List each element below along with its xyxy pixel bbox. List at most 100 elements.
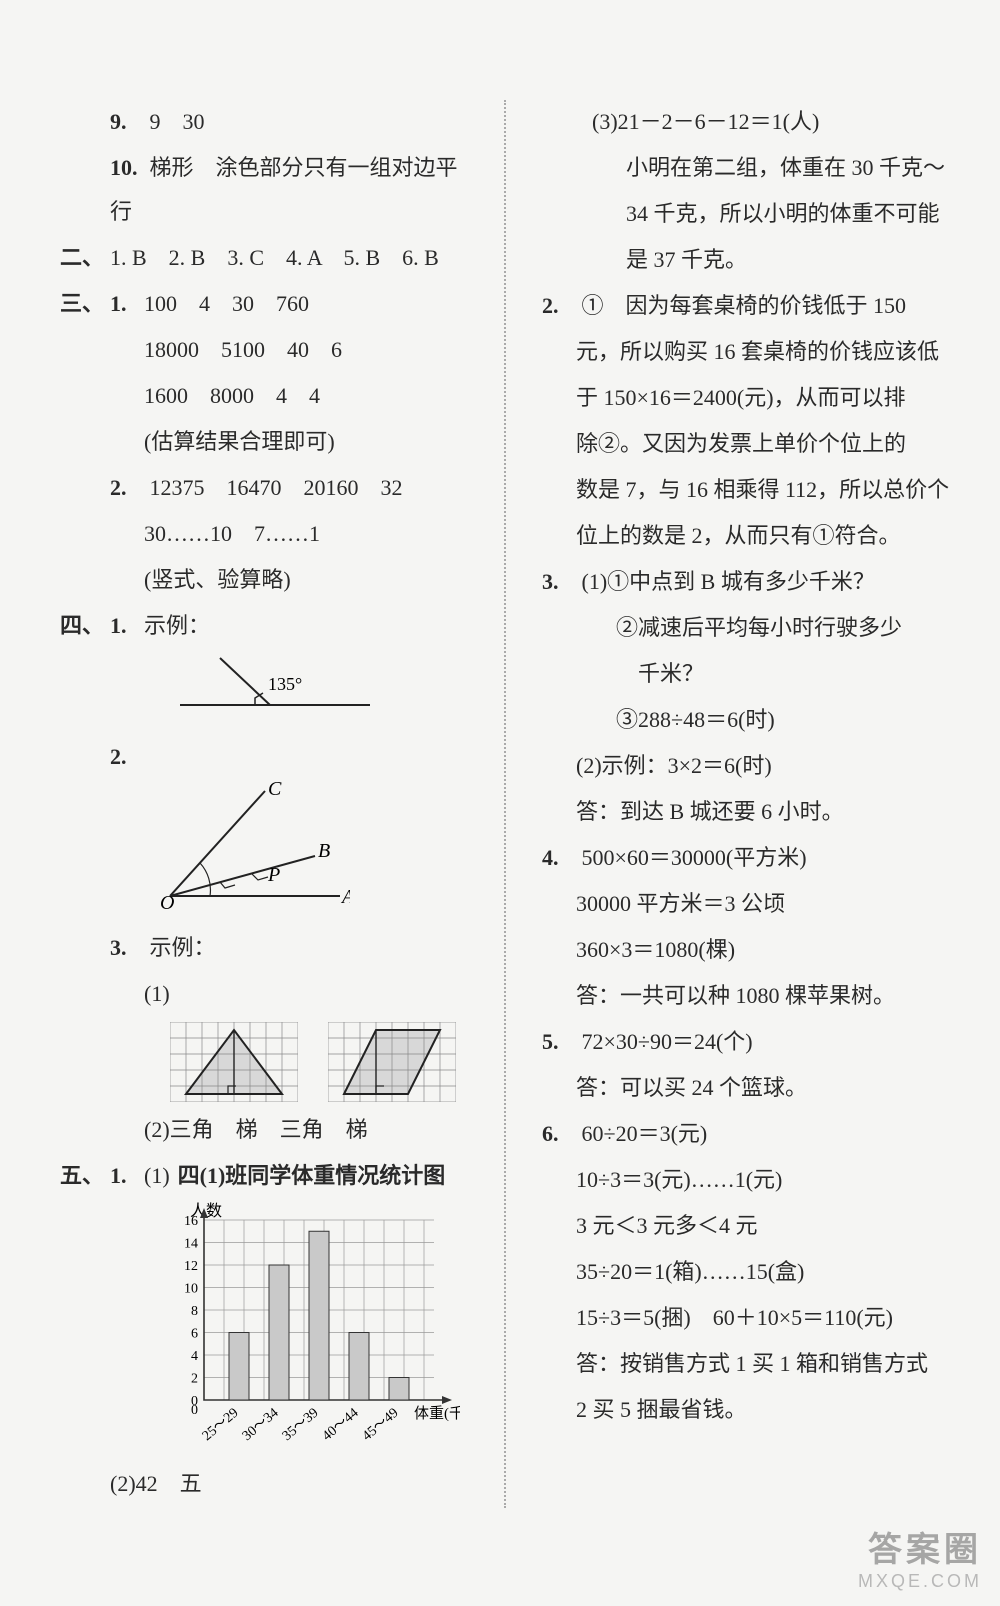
grid-shapes: [170, 1022, 478, 1102]
section-4-1: 四、 1. 示例：: [60, 604, 478, 648]
sec3-p2num: 2.: [110, 466, 144, 510]
r3a: (1)①中点到 B 城有多少千米？: [582, 569, 875, 594]
r4d: 答：一共可以种 1080 棵苹果树。: [542, 974, 960, 1018]
sec5-label: 五、: [60, 1154, 110, 1198]
r4num: 4.: [542, 836, 576, 880]
sec3-p1a: 100 4 30 760: [144, 282, 309, 326]
watermark: 答案圈 MXQE.COM: [858, 1522, 982, 1592]
svg-text:体重(千克): 体重(千克): [414, 1405, 460, 1422]
grid-parallelogram: [328, 1022, 456, 1102]
item-9: 9. 9 30: [60, 100, 478, 144]
svg-text:35～39: 35～39: [280, 1406, 322, 1444]
sec3-p1c: 1600 8000 4 4: [60, 374, 478, 418]
section-3-1: 三、 1. 100 4 30 760: [60, 282, 478, 326]
r2d: 除②。又因为发票上单价个位上的: [542, 422, 960, 466]
section-2: 二、 1. B 2. B 3. C 4. A 5. B 6. B: [60, 236, 478, 280]
sec4-3: 3. 示例：: [60, 926, 478, 970]
r6g: 2 买 5 捆最省钱。: [542, 1388, 960, 1432]
sec4-p2num: 2.: [110, 735, 144, 779]
r4c: 360×3＝1080(棵): [542, 928, 960, 972]
r4a: 500×60＝30000(平方米): [582, 845, 807, 870]
angle-135-figure: 135°: [160, 650, 380, 720]
text-10: 梯形 涂色部分只有一组对边平行: [110, 155, 458, 224]
svg-text:45～49: 45～49: [360, 1406, 402, 1444]
rays-figure: O A B C P: [150, 781, 350, 911]
r5a: 72×30÷90＝24(个): [582, 1029, 753, 1054]
svg-text:14: 14: [184, 1237, 198, 1252]
r6b: 10÷3＝3(元)……1(元): [542, 1158, 960, 1202]
ray-C: C: [268, 781, 282, 800]
svg-text:25～29: 25～29: [200, 1406, 242, 1444]
r3: 3. (1)①中点到 B 城有多少千米？: [542, 560, 960, 604]
sec5-p1-2: (2)42 五: [60, 1462, 478, 1506]
sec4-p3-2: (2)三角 梯 三角 梯: [60, 1108, 478, 1152]
ray-A: A: [340, 886, 350, 908]
angle-135-label: 135°: [268, 674, 302, 694]
r4: 4. 500×60＝30000(平方米): [542, 836, 960, 880]
watermark-line1: 答案圈: [858, 1522, 982, 1571]
sec5-p1num: 1.: [110, 1154, 144, 1198]
r2c: 于 150×16＝2400(元)，从而可以排: [542, 376, 960, 420]
sec4-label: 四、: [60, 604, 110, 648]
r2: 2. ① 因为每套桌椅的价钱低于 150: [542, 284, 960, 328]
r6num: 6.: [542, 1112, 576, 1156]
svg-text:12: 12: [184, 1259, 198, 1274]
svg-text:8: 8: [191, 1304, 198, 1319]
r1d: 是 37 千克。: [542, 238, 960, 282]
svg-text:0: 0: [191, 1403, 198, 1418]
sec2-label: 二、: [60, 236, 110, 280]
r6f: 答：按销售方式 1 买 1 箱和销售方式: [542, 1342, 960, 1386]
r3num: 3.: [542, 560, 576, 604]
r3e: (2)示例：3×2＝6(时): [542, 744, 960, 788]
num-9: 9.: [110, 100, 144, 144]
sec4-p3num: 3.: [110, 926, 144, 970]
svg-text:16: 16: [184, 1214, 198, 1229]
svg-text:10: 10: [184, 1282, 198, 1297]
r3b: ②减速后平均每小时行驶多少: [542, 606, 960, 650]
r2f: 位上的数是 2，从而只有①符合。: [542, 514, 960, 558]
ray-P: P: [267, 864, 280, 886]
sec4-2: 2.: [60, 735, 478, 779]
text-9: 9 30: [150, 109, 205, 134]
r2num: 2.: [542, 284, 576, 328]
sec3-p1b: 18000 5100 40 6: [60, 328, 478, 372]
r3c: 千米？: [542, 652, 960, 696]
r5b: 答：可以买 24 个篮球。: [542, 1066, 960, 1110]
bar-chart: 人数024681012141625～2930～3435～3940～4445～49…: [160, 1202, 478, 1462]
r4b: 30000 平方米＝3 公顷: [542, 882, 960, 926]
sec3-p1d: (估算结果合理即可): [60, 420, 478, 464]
svg-text:6: 6: [191, 1327, 198, 1342]
svg-text:2: 2: [191, 1372, 198, 1387]
item-10: 10. 梯形 涂色部分只有一组对边平行: [60, 146, 478, 234]
r6a: 60÷20＝3(元): [582, 1121, 708, 1146]
left-column: 9. 9 30 10. 梯形 涂色部分只有一组对边平行 二、 1. B 2. B…: [40, 100, 478, 1508]
sec3-p1num: 1.: [110, 282, 144, 326]
chart-title-inline: 四(1)班同学体重情况统计图: [178, 1154, 446, 1198]
right-column: (3)21－2－6－12＝1(人) 小明在第二组，体重在 30 千克～ 34 千…: [532, 100, 960, 1508]
r5num: 5.: [542, 1020, 576, 1064]
r3f: 答：到达 B 城还要 6 小时。: [542, 790, 960, 834]
svg-text:30～34: 30～34: [240, 1406, 282, 1444]
r1c: 34 千克，所以小明的体重不可能: [542, 192, 960, 236]
svg-text:4: 4: [191, 1349, 198, 1364]
r6: 6. 60÷20＝3(元): [542, 1112, 960, 1156]
r1a: (3)21－2－6－12＝1(人): [542, 100, 960, 144]
sec4-p3-1: (1): [60, 972, 478, 1016]
sec3-label: 三、: [60, 282, 110, 326]
r6c: 3 元＜3 元多＜4 元: [542, 1204, 960, 1248]
r3d: ③288÷48＝6(时): [542, 698, 960, 742]
grid-triangle: [170, 1022, 298, 1102]
r6d: 35÷20＝1(箱)……15(盒): [542, 1250, 960, 1294]
page: 9. 9 30 10. 梯形 涂色部分只有一组对边平行 二、 1. B 2. B…: [0, 0, 1000, 1568]
sec4-p3: 示例：: [150, 935, 216, 960]
sec3-p2c: (竖式、验算略): [60, 558, 478, 602]
column-divider: [504, 100, 506, 1508]
sec4-p1num: 1.: [110, 604, 144, 648]
r6e: 15÷3＝5(捆) 60＋10×5＝110(元): [542, 1296, 960, 1340]
r2e: 数是 7，与 16 相乘得 112，所以总价个: [542, 468, 960, 512]
sec2-items: 1. B 2. B 3. C 4. A 5. B 6. B: [110, 236, 439, 280]
ray-O: O: [160, 892, 174, 911]
r2b: 元，所以购买 16 套桌椅的价钱应该低: [542, 330, 960, 374]
ray-B: B: [318, 840, 330, 862]
section-5-1: 五、 1. (1) 四(1)班同学体重情况统计图: [60, 1154, 478, 1198]
